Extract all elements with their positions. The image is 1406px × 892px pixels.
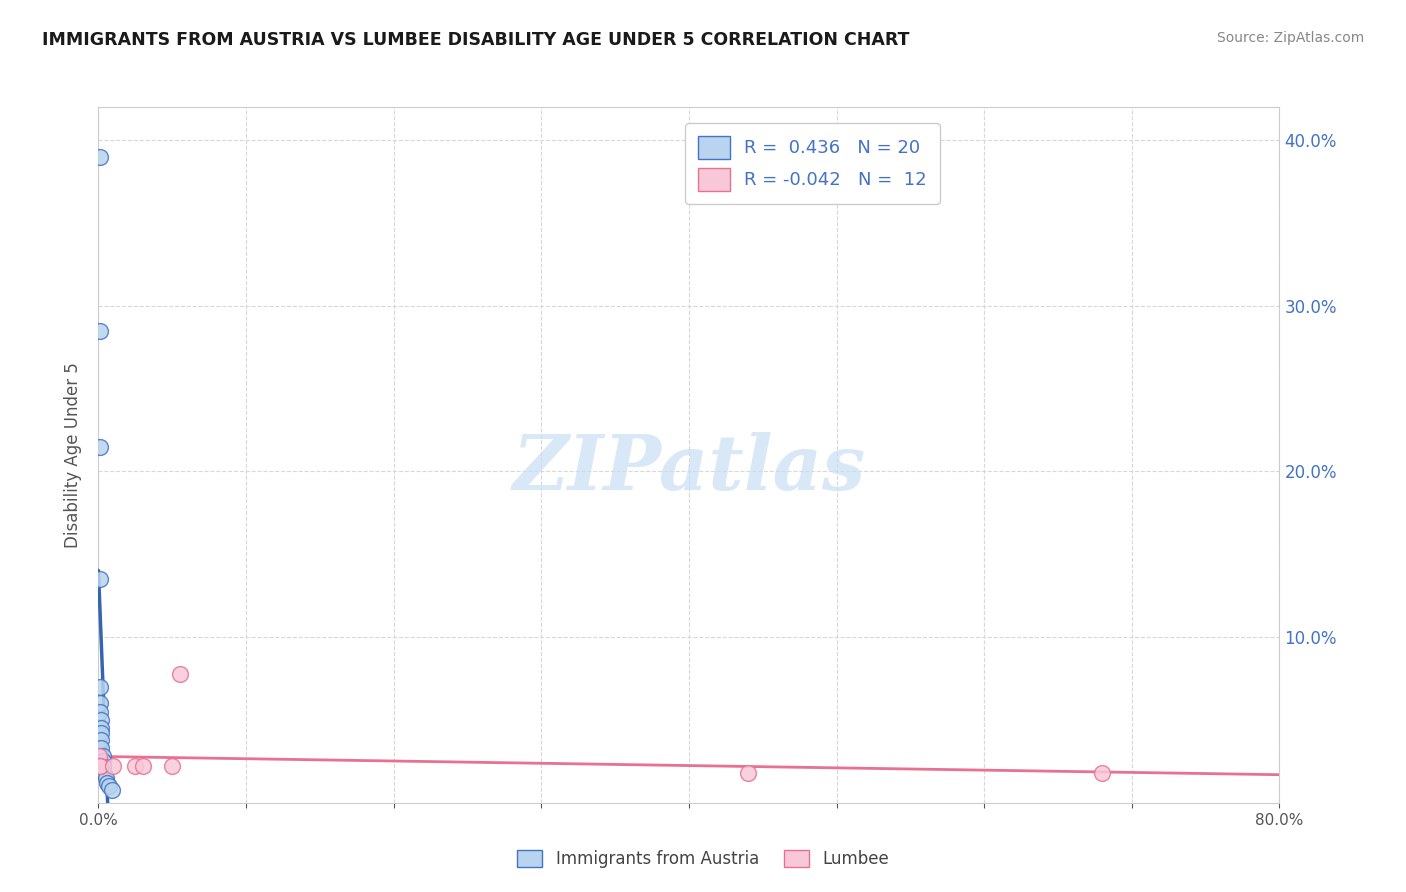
Point <box>169 666 191 681</box>
Y-axis label: Disability Age Under 5: Disability Age Under 5 <box>65 362 83 548</box>
Point <box>132 759 155 773</box>
Point <box>90 732 112 747</box>
Point <box>94 771 117 785</box>
Point <box>96 776 118 790</box>
Point <box>90 741 112 756</box>
Point <box>100 782 122 797</box>
Point <box>89 759 111 773</box>
Text: Source: ZipAtlas.com: Source: ZipAtlas.com <box>1216 31 1364 45</box>
Point <box>89 697 111 711</box>
Text: ZIPatlas: ZIPatlas <box>512 432 866 506</box>
Point <box>90 721 112 735</box>
Point <box>89 680 111 694</box>
Point <box>97 779 120 793</box>
Point <box>91 759 114 773</box>
Point <box>89 759 111 773</box>
Point <box>162 759 183 773</box>
Point <box>93 766 115 780</box>
Point <box>89 759 111 773</box>
Point <box>91 755 114 769</box>
Point <box>737 766 759 780</box>
Legend: R =  0.436   N = 20, R = -0.042   N =  12: R = 0.436 N = 20, R = -0.042 N = 12 <box>685 123 939 203</box>
Point <box>89 705 111 719</box>
Point <box>90 713 112 727</box>
Point <box>91 749 114 764</box>
Point <box>89 440 111 454</box>
Point <box>103 759 125 773</box>
Point <box>90 726 112 740</box>
Point <box>1091 766 1114 780</box>
Legend: Immigrants from Austria, Lumbee: Immigrants from Austria, Lumbee <box>510 843 896 875</box>
Point <box>89 150 111 164</box>
Text: IMMIGRANTS FROM AUSTRIA VS LUMBEE DISABILITY AGE UNDER 5 CORRELATION CHART: IMMIGRANTS FROM AUSTRIA VS LUMBEE DISABI… <box>42 31 910 49</box>
Point <box>124 759 146 773</box>
Point <box>89 324 111 338</box>
Point <box>89 749 111 764</box>
Point <box>89 572 111 586</box>
Point <box>89 759 111 773</box>
